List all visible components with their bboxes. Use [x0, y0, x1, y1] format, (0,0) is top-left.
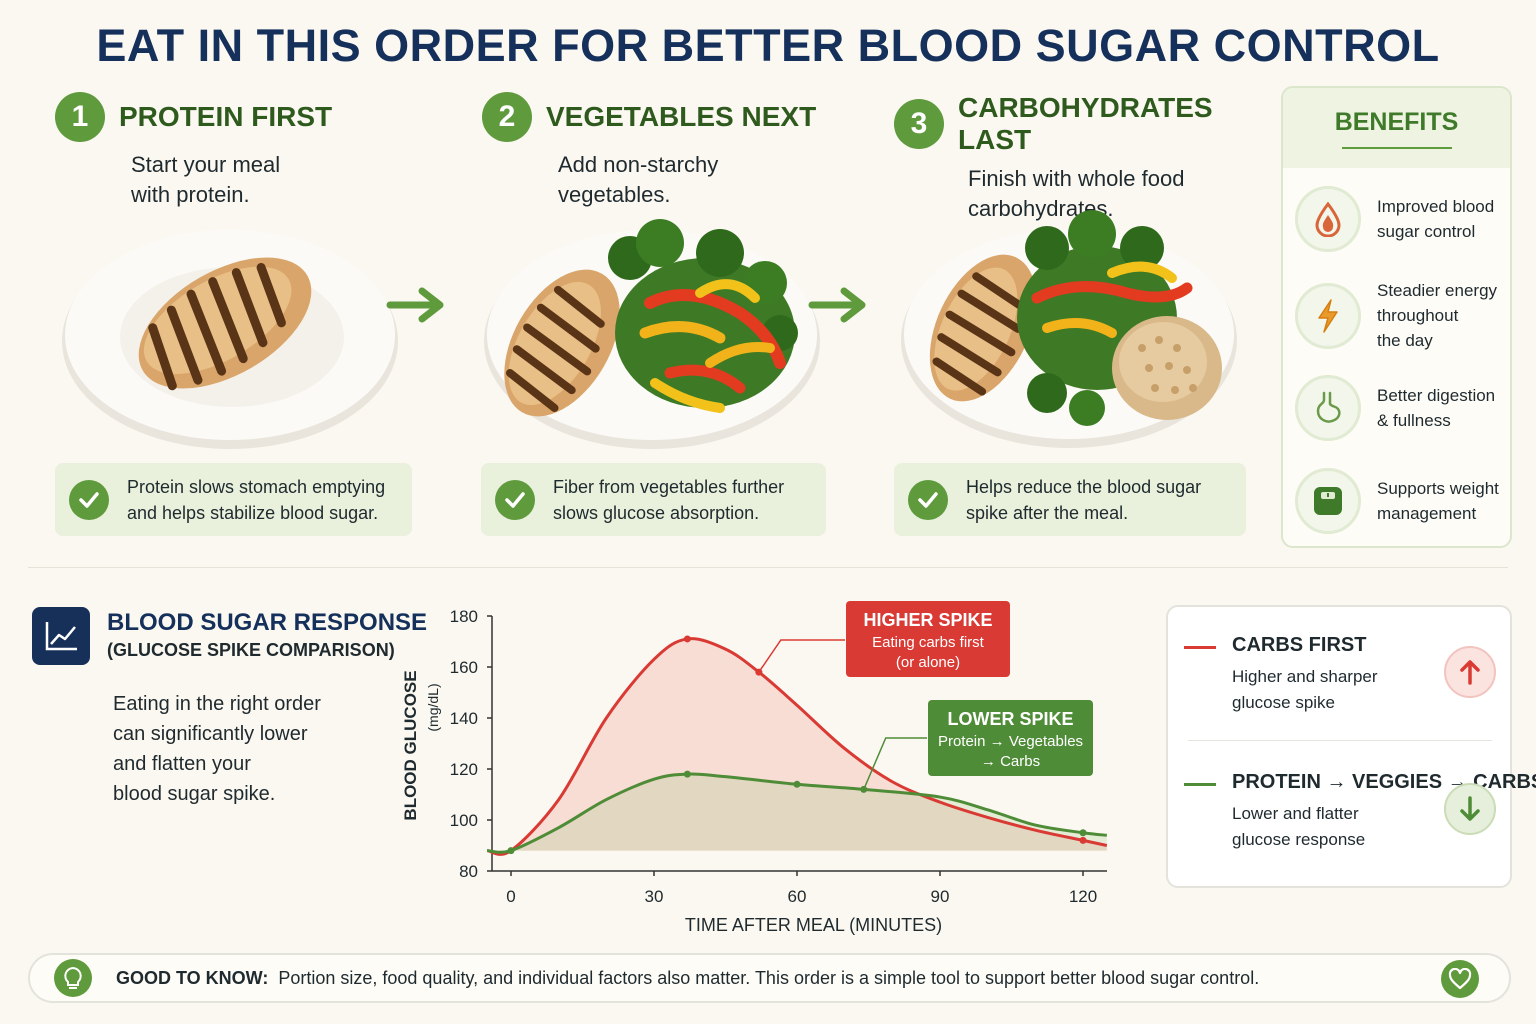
step-carbohydrates: 3 CARBOHYDRATES LAST Finish with whole f… [894, 92, 1274, 224]
data-point [1079, 836, 1087, 844]
annotation-box [846, 601, 1010, 677]
annotation-text: Eating carbs first [872, 634, 985, 651]
y-tick-label: 120 [450, 760, 478, 779]
step-text: Add non-starchy vegetables. [558, 152, 719, 207]
x-tick-label: 120 [1069, 887, 1097, 906]
plate-protein-image [62, 230, 398, 449]
step-number: 3 [894, 99, 944, 149]
benefit-text: Improved blood sugar control [1377, 197, 1495, 241]
data-point [793, 780, 801, 788]
benefit-item: Supports weight management [1295, 468, 1499, 534]
annotation-text: Protein → Vegetables [938, 733, 1083, 750]
step-title: PROTEIN FIRST [119, 101, 333, 132]
step-title: VEGETABLES NEXT [546, 101, 817, 132]
step-number: 1 [55, 92, 105, 142]
tip-protein: Protein slows stomach emptying and helps… [55, 463, 412, 536]
data-point [860, 785, 868, 793]
tip-text: Protein slows stomach emptying and helps… [127, 476, 386, 523]
checkmark-icon [495, 479, 535, 520]
checkmark-icon [69, 479, 109, 520]
y-tick-label: 160 [450, 658, 478, 677]
legend-title: PROTEIN → VEGGIES → CARBS [1232, 771, 1536, 793]
benefit-text: Supports weight management [1377, 479, 1499, 523]
legend-divider [1188, 740, 1492, 741]
lightning-icon [1295, 282, 1361, 349]
y-tick-label: 180 [450, 607, 478, 626]
benefit-text: Better digestion & fullness [1377, 386, 1496, 430]
x-tick-label: 0 [506, 887, 515, 906]
x-tick-label: 60 [788, 887, 807, 906]
tip-carbohydrates: Helps reduce the blood sugar spike after… [894, 463, 1246, 536]
legend-swatch [1184, 646, 1216, 649]
step-number: 2 [482, 92, 532, 142]
annotation-leader [863, 737, 927, 790]
note-label: GOOD TO KNOW: [116, 967, 269, 988]
tip-text: Fiber from vegetables further slows gluc… [553, 476, 785, 523]
plate-vegetables-image [484, 219, 820, 449]
glucose-chart: 80 100 120 140 160 180 0 30 60 90 120 TIME AFTER ME… [401, 601, 1108, 935]
step-text: Start your meal with protein. [131, 152, 281, 207]
arrow-down-icon [1444, 783, 1496, 835]
scale-icon [1295, 468, 1361, 534]
heart-icon [1441, 960, 1479, 998]
benefit-item: Steadier energy throughout the day [1295, 278, 1497, 353]
x-axis-label: TIME AFTER MEAL (MINUTES) [685, 915, 942, 935]
benefits-divider [1341, 146, 1452, 149]
y-tick-label: 140 [450, 709, 478, 728]
x-tick-label: 90 [931, 887, 950, 906]
benefits-panel: BENEFITS Improved blood sugar control St… [1281, 86, 1512, 548]
response-subtitle: (GLUCOSE SPIKE COMPARISON) [107, 640, 395, 660]
section-divider [28, 567, 1508, 568]
data-point [683, 770, 691, 778]
benefit-item: Improved blood sugar control [1295, 186, 1494, 252]
legend-desc: Lower and flatter glucose response [1232, 804, 1366, 849]
annotation-leader [758, 639, 845, 673]
checkmark-icon [908, 479, 948, 520]
annotation-text: (or alone) [896, 654, 960, 671]
response-body: Eating in the right order can significan… [113, 693, 321, 805]
benefit-item: Better digestion & fullness [1295, 375, 1495, 441]
series-area [487, 638, 1107, 855]
stomach-icon [1295, 375, 1361, 441]
x-tick-label: 30 [645, 887, 664, 906]
y-axis-label: BLOOD GLUCOSE [401, 670, 420, 820]
page-title: EAT IN THIS ORDER FOR BETTER BLOOD SUGAR… [96, 20, 1440, 71]
annotation-box [928, 700, 1093, 776]
tip-text: Helps reduce the blood sugar spike after… [966, 476, 1202, 523]
benefit-text: Steadier energy throughout the day [1377, 281, 1498, 350]
series-line [486, 637, 1108, 856]
annotation-text: → Carbs [981, 753, 1040, 770]
note-text: Portion size, food quality, and individu… [278, 967, 1260, 988]
arrow-right-icon [386, 287, 444, 323]
line-chart-icon [32, 607, 90, 665]
lightbulb-icon [54, 959, 92, 997]
plate-carbohydrates-image [901, 210, 1237, 448]
arrow-right-icon [808, 287, 866, 323]
benefits-title: BENEFITS [1334, 107, 1459, 136]
arrow-up-icon [1444, 646, 1496, 698]
good-to-know-bar: GOOD TO KNOW: Portion size, food quality… [28, 953, 1511, 1003]
series-line [487, 772, 1107, 854]
y-axis-unit: (mg/dL) [425, 683, 441, 731]
data-point [507, 847, 515, 855]
data-point [683, 635, 691, 643]
legend-title: CARBS FIRST [1232, 634, 1367, 656]
annotation-title: HIGHER SPIKE [863, 610, 992, 630]
y-tick-label: 100 [450, 811, 478, 830]
annotation-title: LOWER SPIKE [947, 709, 1073, 729]
step-vegetables: 2 VEGETABLES NEXT Add non-starchy vegeta… [482, 92, 882, 210]
legend-swatch [1184, 783, 1216, 786]
blood-drop-icon [1295, 186, 1361, 252]
tip-vegetables: Fiber from vegetables further slows gluc… [481, 463, 826, 536]
chart-legend: CARBS FIRST Higher and sharper glucose s… [1166, 605, 1536, 888]
y-tick-label: 80 [459, 862, 478, 881]
step-title: CARBOHYDRATES LAST [958, 92, 1213, 155]
data-point [1079, 829, 1087, 837]
response-title: BLOOD SUGAR RESPONSE [107, 609, 428, 636]
series-area [487, 774, 1107, 853]
legend-desc: Higher and sharper glucose spike [1232, 667, 1378, 712]
step-protein: 1 PROTEIN FIRST Start your meal with pro… [55, 92, 455, 210]
